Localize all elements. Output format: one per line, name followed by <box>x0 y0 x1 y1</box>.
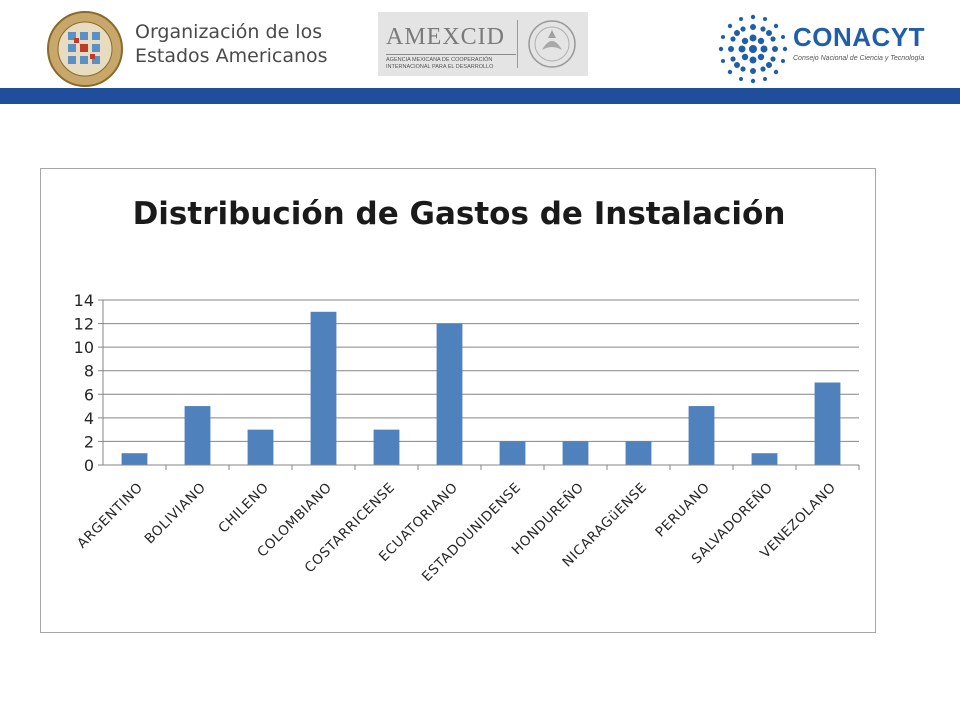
bar <box>121 453 148 465</box>
conacyt-subtitle: Consejo Nacional de Ciencia y Tecnología <box>793 55 925 62</box>
x-tick-label: ARGENTINO <box>74 480 146 552</box>
x-tick-label: BOLIVIANO <box>142 480 210 548</box>
mexico-eagle-seal-icon <box>528 20 576 68</box>
bars <box>121 311 841 465</box>
y-tick-label: 8 <box>84 362 94 381</box>
amexcid-subtitle-line2: INTERNACIONAL PARA EL DESARROLLO <box>386 64 494 70</box>
conacyt-name: CONACYT <box>793 22 926 52</box>
y-tick-label: 6 <box>84 385 94 404</box>
axes <box>98 299 860 470</box>
conacyt-dots-icon <box>718 14 788 84</box>
bar <box>373 429 400 465</box>
bar <box>688 406 715 465</box>
gridlines <box>103 299 859 442</box>
y-tick-label: 0 <box>84 456 94 475</box>
bar <box>751 453 778 465</box>
oas-name-line1: Organización de los <box>135 21 323 43</box>
oas-name-line2: Estados Americanos <box>135 45 328 67</box>
x-tick-label: CHILENO <box>215 480 272 537</box>
y-tick-label: 4 <box>84 409 94 428</box>
page-header: Organización de los Estados Americanos A… <box>0 0 960 104</box>
y-tick-label: 12 <box>74 315 94 334</box>
amexcid-subtitle-line1: AGENCIA MEXICANA DE COOPERACIÓN <box>386 57 493 63</box>
bar <box>562 441 589 465</box>
header-band <box>0 88 960 104</box>
oas-seal-icon <box>47 11 123 87</box>
amexcid-divider <box>386 54 516 55</box>
bar <box>310 311 337 465</box>
y-tick-labels: 0 2 4 6 8 10 12 14 <box>74 291 94 475</box>
bar <box>436 323 463 465</box>
bar <box>625 441 652 465</box>
y-tick-label: 14 <box>74 291 94 310</box>
x-tick-label: PERUANO <box>652 480 713 541</box>
y-tick-label: 10 <box>74 338 94 357</box>
oas-name: Organización de los Estados Americanos <box>135 20 328 68</box>
amexcid-separator <box>517 20 518 68</box>
bar <box>499 441 526 465</box>
chart-title: Distribución de Gastos de Instalación <box>132 196 786 232</box>
chart-frame: Distribución de Gastos de Instalación 0 2… <box>40 168 876 633</box>
amexcid-logo: AMEXCID AGENCIA MEXICANA DE COOPERACIÓN … <box>378 12 588 76</box>
bar <box>247 429 274 465</box>
bar <box>814 382 841 465</box>
amexcid-title: AMEXCID <box>386 24 505 50</box>
y-tick-label: 2 <box>84 432 94 451</box>
amexcid-subtitle: AGENCIA MEXICANA DE COOPERACIÓN INTERNAC… <box>386 57 526 71</box>
bar <box>184 406 211 465</box>
